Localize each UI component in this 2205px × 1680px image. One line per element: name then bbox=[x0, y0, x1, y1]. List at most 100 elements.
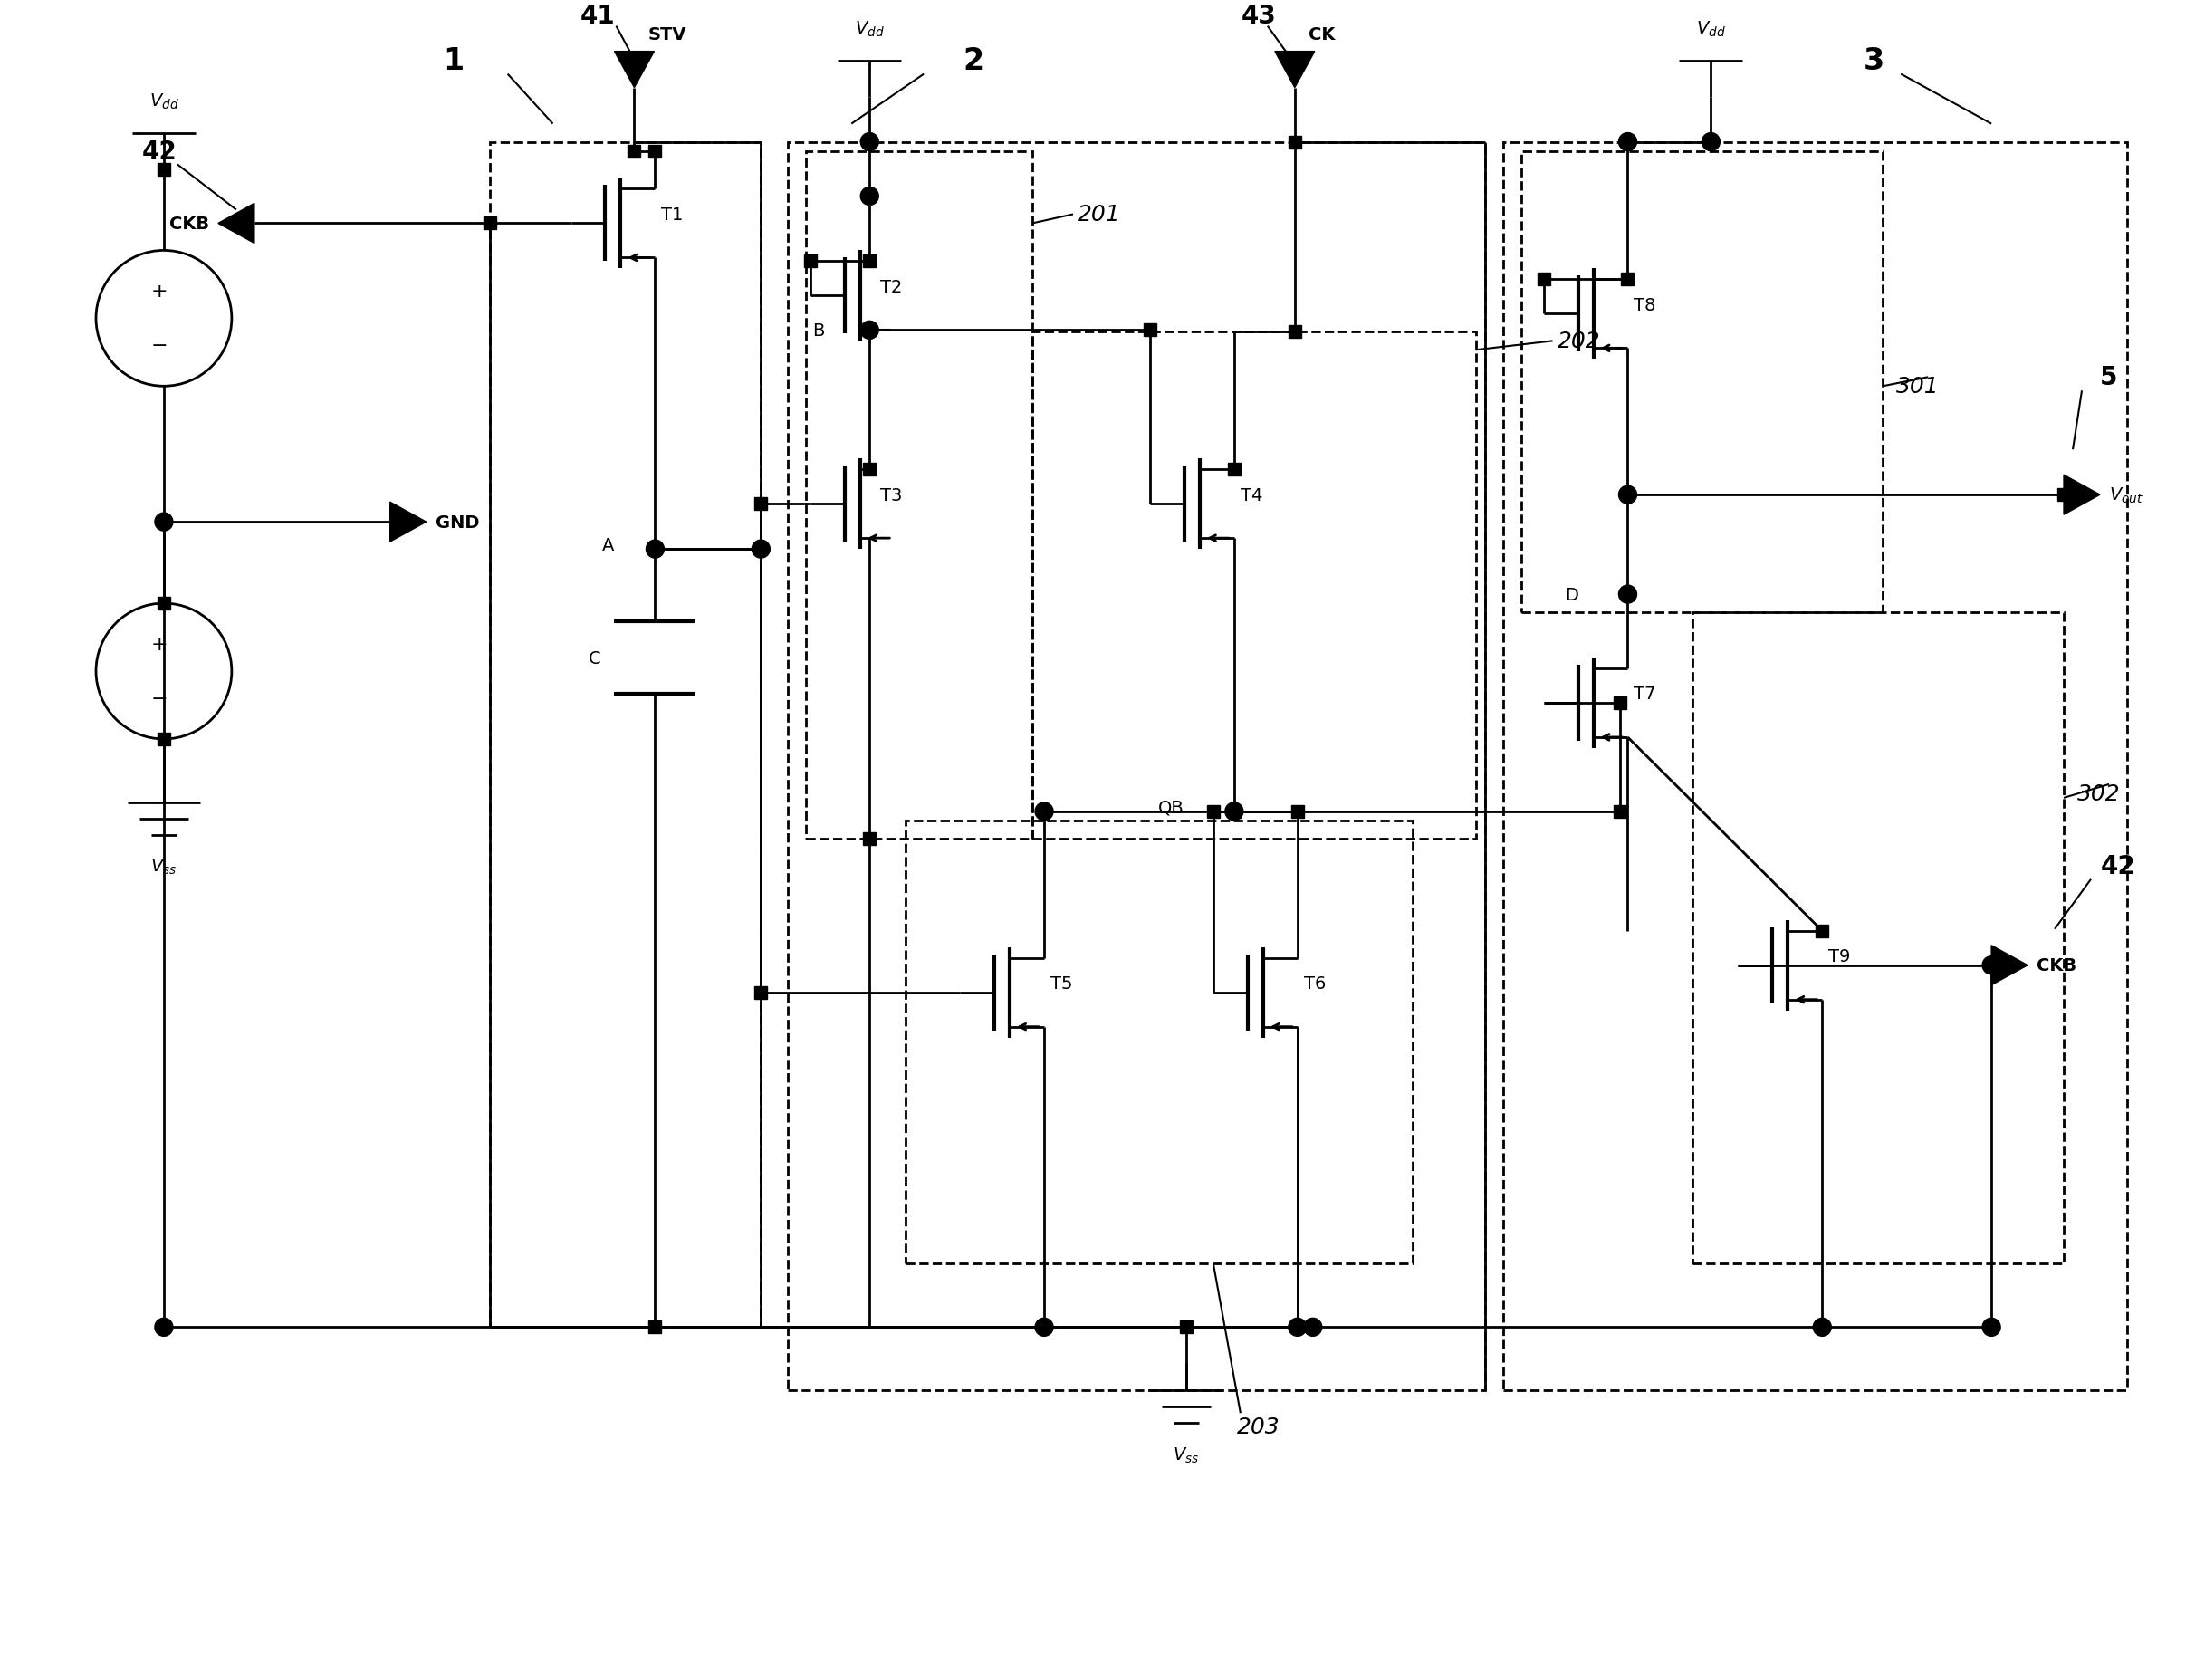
Text: T8: T8 bbox=[1634, 297, 1656, 314]
Bar bbox=[157, 598, 170, 610]
Polygon shape bbox=[1991, 946, 2029, 986]
Bar bbox=[648, 1320, 662, 1334]
Bar bbox=[490, 143, 761, 1327]
Bar bbox=[648, 144, 662, 158]
Bar bbox=[862, 190, 875, 203]
Text: 302: 302 bbox=[2077, 783, 2121, 805]
Text: 42: 42 bbox=[141, 139, 176, 165]
Text: $V_{dd}$: $V_{dd}$ bbox=[856, 18, 884, 39]
Circle shape bbox=[860, 188, 878, 207]
Text: T4: T4 bbox=[1241, 487, 1263, 504]
Bar bbox=[1817, 926, 1828, 937]
Polygon shape bbox=[615, 52, 655, 89]
Bar bbox=[1621, 588, 1634, 601]
Bar bbox=[807, 151, 1032, 838]
Text: CK: CK bbox=[1308, 25, 1334, 44]
Text: C: C bbox=[589, 650, 600, 667]
Text: +: + bbox=[150, 282, 168, 301]
Bar bbox=[1621, 274, 1634, 286]
Text: D: D bbox=[1566, 586, 1579, 603]
Circle shape bbox=[646, 541, 664, 559]
Circle shape bbox=[1034, 1319, 1054, 1336]
Bar bbox=[1614, 697, 1627, 709]
Bar bbox=[157, 163, 170, 176]
Bar bbox=[862, 833, 875, 845]
Text: T9: T9 bbox=[1828, 948, 1850, 964]
Bar bbox=[1180, 1320, 1193, 1334]
Bar bbox=[1693, 613, 2064, 1263]
Bar bbox=[906, 822, 1413, 1263]
Text: 201: 201 bbox=[1078, 203, 1120, 225]
Bar bbox=[1614, 805, 1627, 818]
Text: T1: T1 bbox=[662, 207, 684, 223]
Text: 301: 301 bbox=[1896, 376, 1940, 398]
Text: 3: 3 bbox=[1863, 47, 1885, 76]
Text: 2: 2 bbox=[964, 47, 983, 76]
Text: T2: T2 bbox=[880, 279, 902, 296]
Circle shape bbox=[860, 133, 878, 151]
Polygon shape bbox=[1274, 52, 1314, 89]
Circle shape bbox=[1618, 586, 1636, 603]
Bar bbox=[805, 255, 818, 269]
Bar bbox=[1504, 143, 2128, 1391]
Bar bbox=[1144, 324, 1155, 338]
Circle shape bbox=[752, 541, 770, 559]
Text: $V_{ss}$: $V_{ss}$ bbox=[150, 857, 176, 877]
Bar bbox=[1206, 805, 1219, 818]
Bar bbox=[754, 497, 767, 511]
Bar bbox=[862, 464, 875, 477]
Polygon shape bbox=[218, 203, 254, 244]
Circle shape bbox=[860, 321, 878, 339]
Circle shape bbox=[1303, 1319, 1321, 1336]
Text: QB: QB bbox=[1158, 798, 1184, 816]
Polygon shape bbox=[390, 502, 426, 543]
Circle shape bbox=[1982, 1319, 2000, 1336]
Text: 5: 5 bbox=[2099, 365, 2117, 390]
Text: $V_{ss}$: $V_{ss}$ bbox=[1173, 1445, 1200, 1465]
Bar bbox=[628, 144, 642, 158]
Circle shape bbox=[1982, 956, 2000, 974]
Circle shape bbox=[1034, 803, 1054, 822]
Bar bbox=[1292, 805, 1303, 818]
Bar bbox=[1228, 805, 1241, 818]
Circle shape bbox=[1618, 486, 1636, 504]
Text: A: A bbox=[602, 536, 615, 554]
Text: T6: T6 bbox=[1303, 974, 1325, 993]
Bar bbox=[1537, 274, 1550, 286]
Text: $V_{dd}$: $V_{dd}$ bbox=[150, 92, 179, 111]
Bar bbox=[483, 218, 496, 230]
Bar bbox=[787, 143, 1484, 1391]
Bar bbox=[1704, 136, 1718, 150]
Text: CKB: CKB bbox=[2037, 958, 2077, 974]
Bar bbox=[862, 255, 875, 269]
Bar bbox=[1521, 151, 1883, 613]
Text: $V_{out}$: $V_{out}$ bbox=[2108, 486, 2143, 506]
Text: CKB: CKB bbox=[170, 215, 209, 232]
Bar bbox=[2057, 489, 2070, 502]
Text: T5: T5 bbox=[1050, 974, 1072, 993]
Circle shape bbox=[1226, 803, 1244, 822]
Text: 42: 42 bbox=[2101, 853, 2137, 879]
Text: −: − bbox=[150, 690, 168, 707]
Circle shape bbox=[154, 514, 172, 531]
Bar bbox=[1984, 959, 1998, 973]
Circle shape bbox=[1288, 1319, 1308, 1336]
Bar bbox=[1228, 464, 1241, 477]
Text: STV: STV bbox=[648, 25, 686, 44]
Circle shape bbox=[1618, 133, 1636, 151]
Circle shape bbox=[154, 1319, 172, 1336]
Text: 203: 203 bbox=[1237, 1416, 1281, 1438]
Bar bbox=[1288, 326, 1301, 339]
Text: $V_{dd}$: $V_{dd}$ bbox=[1696, 18, 1727, 39]
Text: 43: 43 bbox=[1241, 3, 1277, 29]
Bar bbox=[1288, 136, 1301, 150]
Text: T7: T7 bbox=[1634, 685, 1656, 702]
Text: 1: 1 bbox=[443, 47, 463, 76]
Bar bbox=[1032, 333, 1475, 838]
Bar bbox=[862, 324, 875, 338]
Bar bbox=[862, 136, 875, 150]
Text: 202: 202 bbox=[1557, 331, 1601, 353]
Text: GND: GND bbox=[434, 514, 478, 531]
Circle shape bbox=[1702, 133, 1720, 151]
Text: B: B bbox=[811, 323, 825, 339]
